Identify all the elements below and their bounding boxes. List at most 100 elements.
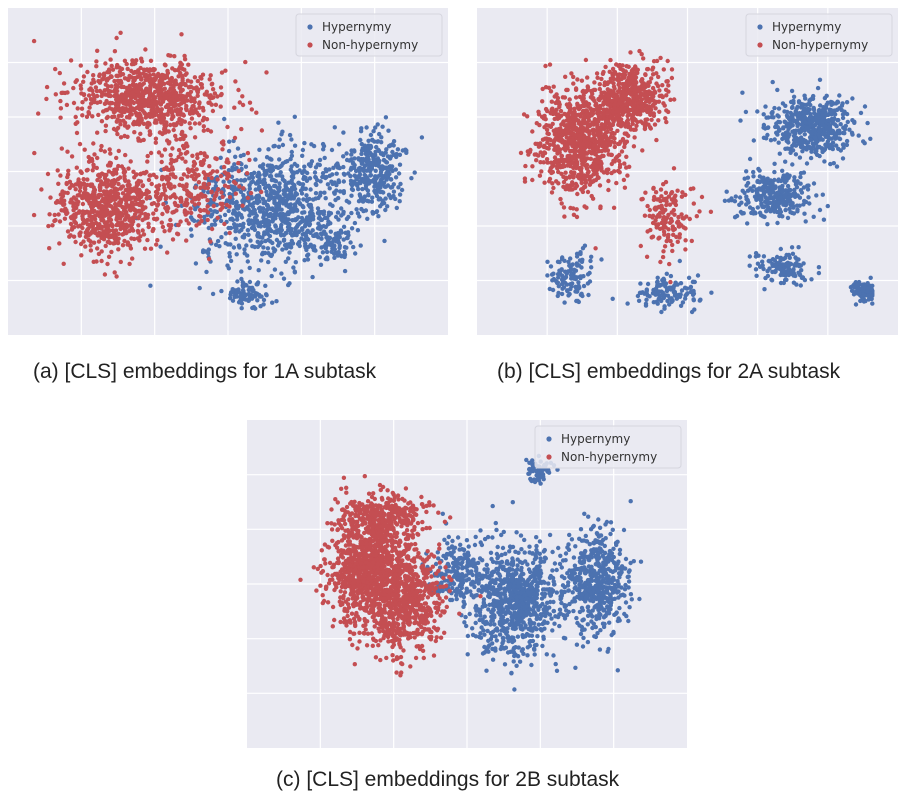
data-point — [692, 279, 697, 285]
data-point — [840, 101, 845, 106]
data-point — [116, 78, 121, 84]
data-point — [58, 173, 63, 178]
data-point — [790, 162, 795, 167]
data-point — [136, 216, 141, 221]
data-point — [837, 106, 842, 111]
data-point — [265, 227, 270, 233]
data-point — [126, 108, 131, 114]
data-point — [254, 110, 259, 115]
data-point — [189, 99, 194, 104]
data-point — [333, 214, 339, 220]
data-point — [68, 58, 74, 63]
data-point — [122, 170, 127, 175]
data-point — [72, 201, 78, 206]
data-point — [32, 150, 37, 156]
data-point — [755, 261, 761, 266]
data-point — [94, 93, 100, 99]
data-point — [96, 173, 101, 178]
data-point — [691, 288, 696, 294]
data-point — [339, 213, 344, 218]
data-point — [546, 131, 551, 137]
data-point — [247, 176, 252, 181]
data-point — [220, 147, 225, 152]
data-point — [697, 298, 702, 303]
data-point — [181, 81, 186, 87]
data-point — [83, 191, 89, 196]
data-point — [139, 118, 144, 123]
data-point — [811, 214, 816, 219]
data-point — [99, 235, 104, 241]
data-point — [98, 147, 104, 153]
data-point — [784, 277, 789, 282]
data-point — [201, 128, 206, 133]
data-point — [809, 149, 814, 154]
data-point — [212, 91, 218, 96]
data-point — [154, 242, 159, 247]
data-point — [838, 148, 843, 153]
data-point — [143, 68, 148, 73]
data-point — [234, 200, 239, 205]
data-point — [128, 100, 133, 106]
data-point — [795, 104, 800, 110]
data-point — [783, 159, 788, 164]
data-point — [116, 181, 121, 187]
data-point — [653, 286, 659, 292]
data-point — [259, 258, 264, 263]
data-point — [802, 211, 807, 216]
data-point — [116, 236, 121, 241]
data-point — [562, 300, 567, 305]
data-point — [178, 106, 184, 112]
data-point — [573, 268, 579, 273]
data-point — [209, 175, 214, 181]
data-point — [787, 132, 792, 137]
data-point — [211, 203, 216, 209]
data-point — [787, 173, 792, 178]
data-point — [61, 81, 67, 86]
data-point — [262, 230, 267, 235]
data-point — [330, 203, 335, 208]
data-point — [78, 63, 84, 68]
data-point — [308, 203, 313, 208]
data-point — [557, 259, 562, 265]
data-point — [325, 238, 331, 244]
data-point — [56, 181, 61, 186]
data-point — [112, 78, 117, 84]
data-point — [733, 194, 738, 199]
data-point — [58, 106, 64, 111]
data-point — [264, 218, 269, 223]
data-point — [222, 116, 227, 122]
data-point — [289, 149, 294, 155]
data-point — [247, 202, 253, 207]
data-point — [168, 182, 173, 187]
data-point — [799, 190, 805, 195]
data-point — [798, 181, 803, 186]
data-point — [79, 106, 85, 111]
data-point — [233, 191, 238, 196]
data-point — [324, 235, 329, 240]
data-point — [366, 193, 371, 198]
data-point — [263, 292, 269, 297]
data-point — [279, 207, 284, 212]
data-point — [565, 288, 570, 293]
data-point — [145, 153, 150, 159]
data-point — [233, 79, 238, 84]
data-point — [71, 85, 76, 91]
data-point — [358, 243, 363, 248]
data-point — [323, 224, 328, 230]
data-point — [287, 222, 292, 227]
data-point — [62, 216, 68, 221]
data-point — [791, 137, 797, 143]
data-point — [122, 174, 127, 179]
data-point — [210, 108, 216, 114]
data-point — [104, 172, 109, 178]
data-point — [131, 92, 136, 98]
data-point — [366, 146, 371, 151]
data-point — [785, 138, 790, 143]
data-point — [865, 293, 871, 298]
data-point — [338, 253, 344, 258]
data-point — [173, 133, 178, 139]
data-point — [183, 159, 188, 164]
data-point — [270, 219, 275, 224]
data-point — [333, 231, 338, 236]
